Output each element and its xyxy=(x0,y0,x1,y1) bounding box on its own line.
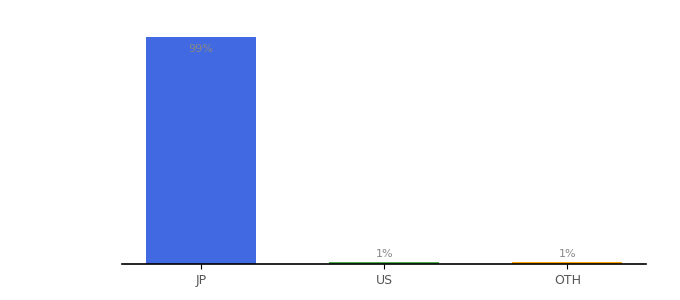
Bar xyxy=(329,262,439,264)
Text: 1%: 1% xyxy=(558,249,576,260)
Text: 1%: 1% xyxy=(375,249,393,260)
Bar xyxy=(146,37,256,264)
Text: 99%: 99% xyxy=(188,44,214,54)
Bar xyxy=(512,262,622,264)
